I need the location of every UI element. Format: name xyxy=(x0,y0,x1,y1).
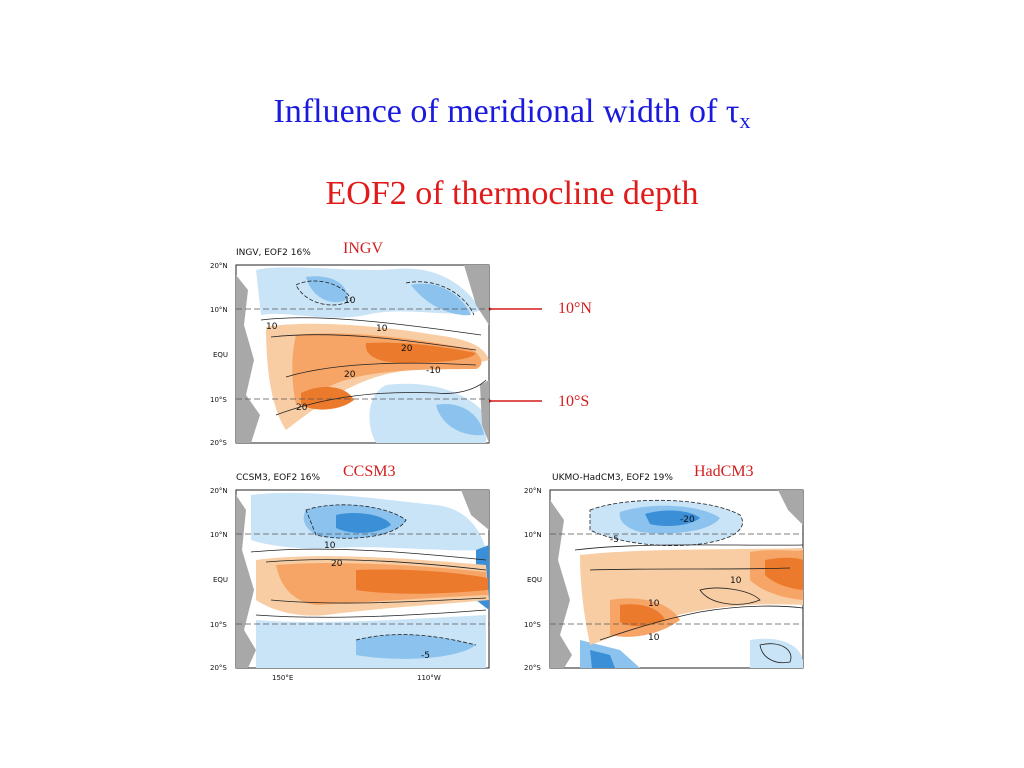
label-10n: 10°N xyxy=(558,300,592,317)
contour-label: 10 xyxy=(648,633,660,643)
lat-tick: 10°N xyxy=(210,306,228,314)
contour-label: -5 xyxy=(421,651,430,661)
map-hadcm3: UKMO-HadCM3, EOF2 19% -5 -20 10 10 10 20… xyxy=(524,473,804,672)
slide-title: Influence of meridional width of τx xyxy=(0,92,1024,141)
contour-label: 10 xyxy=(324,541,336,551)
lat-tick: 10°N xyxy=(210,531,228,539)
lat-tick: 20°N xyxy=(524,487,542,495)
label-ingv: INGV xyxy=(343,240,383,257)
lat-tick: EQU xyxy=(213,351,228,359)
lat-tick: 20°S xyxy=(210,664,227,672)
plot-title-ccsm3: CCSM3, EOF2 16% xyxy=(236,473,320,483)
lat-tick: 10°S xyxy=(524,621,541,629)
panel-ingv: INGV, EOF2 16% 10 10 -10 20 20 20 xyxy=(210,243,500,453)
lat-tick: 10°N xyxy=(524,531,542,539)
panel-hadcm3: UKMO-HadCM3, EOF2 19% -5 -20 10 10 10 20… xyxy=(524,468,814,678)
contour-label: 10 xyxy=(730,576,742,586)
contour-label: -5 xyxy=(610,535,619,545)
contour-label: 20 xyxy=(296,403,308,413)
lon-tick: 150°E xyxy=(272,674,293,682)
latitude-arrows xyxy=(480,302,542,408)
contour-label: 20 xyxy=(344,370,356,380)
contour-label: 10 xyxy=(266,322,278,332)
contour-label: 10 xyxy=(648,599,660,609)
plot-title-ingv: INGV, EOF2 16% xyxy=(236,248,311,258)
tau-subscript: x xyxy=(739,108,751,133)
lat-tick: 20°N xyxy=(210,262,228,270)
contour-label: 20 xyxy=(331,559,343,569)
tau-symbol: τ xyxy=(725,93,740,130)
contour-label: -10 xyxy=(426,366,441,376)
label-10s: 10°S xyxy=(558,393,590,410)
lat-tick: 20°N xyxy=(210,487,228,495)
slide-title-text: Influence of meridional width of xyxy=(273,93,726,130)
panel-ccsm3: CCSM3, EOF2 16% 10 20 -5 20°N 10°N EQU 1… xyxy=(210,468,500,688)
lat-tick: EQU xyxy=(213,576,228,584)
contour-label: -20 xyxy=(680,515,695,525)
lat-tick: EQU xyxy=(527,576,542,584)
lat-tick: 10°S xyxy=(210,621,227,629)
lat-tick: 10°S xyxy=(210,396,227,404)
plot-title-hadcm3: UKMO-HadCM3, EOF2 19% xyxy=(552,473,673,483)
label-ccsm3: CCSM3 xyxy=(343,463,396,480)
lon-tick: 110°W xyxy=(417,674,441,682)
map-ingv: INGV, EOF2 16% 10 10 -10 20 20 20 xyxy=(210,248,490,447)
lat-tick: 20°S xyxy=(524,664,541,672)
map-ccsm3: CCSM3, EOF2 16% 10 20 -5 20°N 10°N EQU 1… xyxy=(210,473,490,682)
contour-label: 10 xyxy=(344,296,356,306)
label-hadcm3: HadCM3 xyxy=(694,463,754,480)
contour-label: 10 xyxy=(376,324,388,334)
lat-tick: 20°S xyxy=(210,439,227,447)
slide-subtitle: EOF2 of thermocline depth xyxy=(325,175,699,212)
contour-label: 20 xyxy=(401,344,413,354)
